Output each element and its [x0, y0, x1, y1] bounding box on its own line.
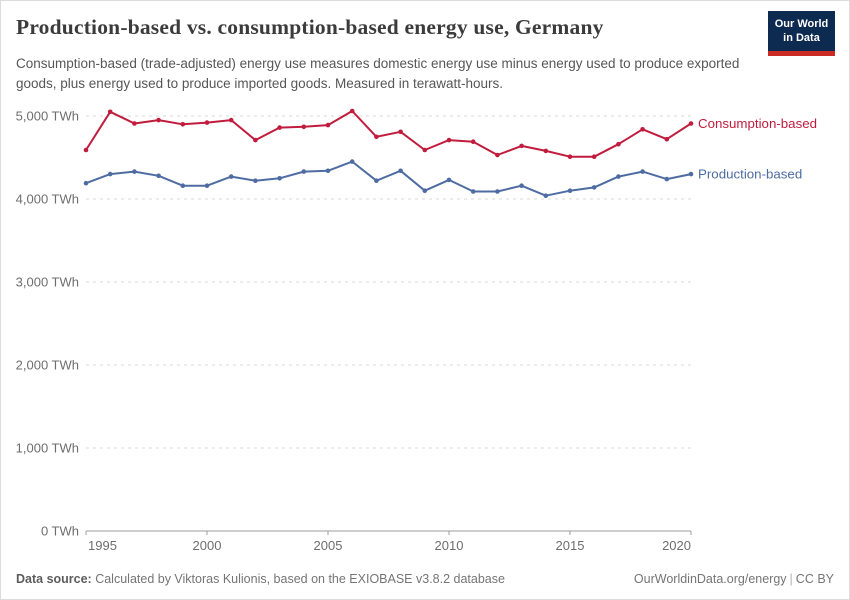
y-axis-tick-label: 2,000 TWh: [16, 358, 79, 373]
consumption-based-data-point[interactable]: [204, 120, 210, 125]
production-based-data-point[interactable]: [204, 183, 210, 188]
production-based-data-point[interactable]: [253, 178, 258, 183]
consumption-based-data-point[interactable]: [83, 147, 89, 153]
y-axis-tick-label: 5,000 TWh: [16, 109, 79, 124]
production-based-data-point[interactable]: [543, 193, 549, 198]
production-based-line[interactable]: [85, 160, 692, 197]
consumption-based-data-point[interactable]: [495, 152, 500, 158]
consumption-based-data-point[interactable]: [470, 139, 476, 144]
production-based-data-point[interactable]: [446, 177, 452, 183]
x-axis-tick-label: 2005: [314, 538, 343, 553]
production-based-data-point[interactable]: [519, 183, 524, 188]
production-based-data-point[interactable]: [591, 185, 597, 190]
production-based-data-point[interactable]: [277, 176, 282, 181]
chart-subtitle: Consumption-based (trade-adjusted) energ…: [16, 56, 740, 91]
y-axis-tick-label: 1,000 TWh: [16, 441, 79, 456]
consumption-based-data-point[interactable]: [253, 137, 258, 143]
consumption-based-data-point[interactable]: [374, 134, 379, 140]
data-source-text: Calculated by Viktoras Kulionis, based o…: [91, 572, 505, 586]
consumption-based-data-point[interactable]: [567, 154, 573, 159]
production-based-data-point[interactable]: [83, 180, 89, 186]
consumption-based-series-label[interactable]: Consumption-based: [698, 116, 817, 131]
production-based-data-point[interactable]: [374, 178, 379, 183]
production-based-data-point[interactable]: [422, 188, 428, 193]
consumption-based-data-point[interactable]: [156, 117, 161, 123]
consumption-based-data-point[interactable]: [349, 108, 355, 114]
data-source-note: Data source: Calculated by Viktoras Kuli…: [16, 572, 505, 586]
production-based-data-point[interactable]: [132, 169, 137, 174]
x-axis-tick-label: 2000: [193, 538, 222, 553]
production-based-data-point[interactable]: [325, 168, 331, 174]
production-based-data-point[interactable]: [156, 173, 161, 179]
production-based-data-point[interactable]: [180, 183, 186, 188]
production-based-data-point[interactable]: [688, 171, 694, 177]
consumption-based-data-point[interactable]: [325, 122, 331, 128]
production-based-data-point[interactable]: [664, 176, 670, 182]
production-based-data-point[interactable]: [567, 188, 573, 193]
production-based-data-point[interactable]: [228, 174, 234, 179]
production-based-data-point[interactable]: [640, 169, 645, 174]
consumption-based-data-point[interactable]: [422, 147, 428, 153]
owid-logo-line2: in Data: [783, 32, 820, 45]
consumption-based-data-point[interactable]: [664, 136, 670, 142]
consumption-based-data-point[interactable]: [398, 129, 403, 135]
y-axis-tick-label: 3,000 TWh: [16, 275, 79, 290]
footer-separator: |: [789, 572, 793, 586]
consumption-based-data-point[interactable]: [301, 124, 307, 130]
license-link[interactable]: CC BY: [795, 572, 834, 586]
production-based-data-point[interactable]: [349, 159, 355, 164]
owid-logo[interactable]: Our World in Data: [768, 11, 835, 56]
consumption-based-line[interactable]: [85, 110, 692, 158]
production-based-data-point[interactable]: [616, 174, 621, 179]
production-based-data-point[interactable]: [107, 171, 113, 177]
y-axis-tick-label: 4,000 TWh: [16, 192, 79, 207]
consumption-based-data-point[interactable]: [519, 143, 524, 149]
consumption-based-data-point[interactable]: [640, 127, 645, 132]
x-axis-tick-label: 1995: [88, 538, 117, 553]
chart-footer: Data source: Calculated by Viktoras Kuli…: [16, 572, 834, 586]
production-based-data-point[interactable]: [495, 189, 500, 194]
consumption-based-data-point[interactable]: [591, 154, 597, 159]
consumption-based-data-point[interactable]: [180, 122, 186, 127]
production-based-data-point[interactable]: [398, 168, 403, 174]
owid-url-link[interactable]: OurWorldinData.org/energy: [633, 572, 787, 586]
chart-title: Production-based vs. consumption-based e…: [16, 15, 604, 39]
consumption-based-data-point[interactable]: [277, 125, 282, 130]
footer-links: OurWorldinData.org/energy | CC BY: [634, 572, 834, 586]
data-source-label: Data source:: [16, 572, 92, 586]
y-axis-tick-label: 0 TWh: [41, 524, 79, 539]
consumption-based-data-point[interactable]: [107, 109, 113, 115]
consumption-based-data-point[interactable]: [132, 121, 137, 126]
consumption-based-data-point[interactable]: [446, 137, 452, 143]
production-based-data-point[interactable]: [470, 189, 476, 194]
x-axis-tick-label: 2020: [662, 538, 691, 553]
consumption-based-data-point[interactable]: [616, 141, 621, 147]
consumption-based-data-point[interactable]: [228, 117, 234, 123]
production-based-series-label[interactable]: Production-based: [698, 167, 802, 182]
owid-logo-line1: Our World: [774, 18, 829, 30]
x-axis-tick-label: 2015: [556, 538, 585, 553]
consumption-based-data-point[interactable]: [688, 121, 694, 126]
x-axis-tick-label: 2010: [435, 538, 464, 553]
production-based-data-point[interactable]: [301, 169, 307, 174]
consumption-based-data-point[interactable]: [543, 148, 549, 154]
